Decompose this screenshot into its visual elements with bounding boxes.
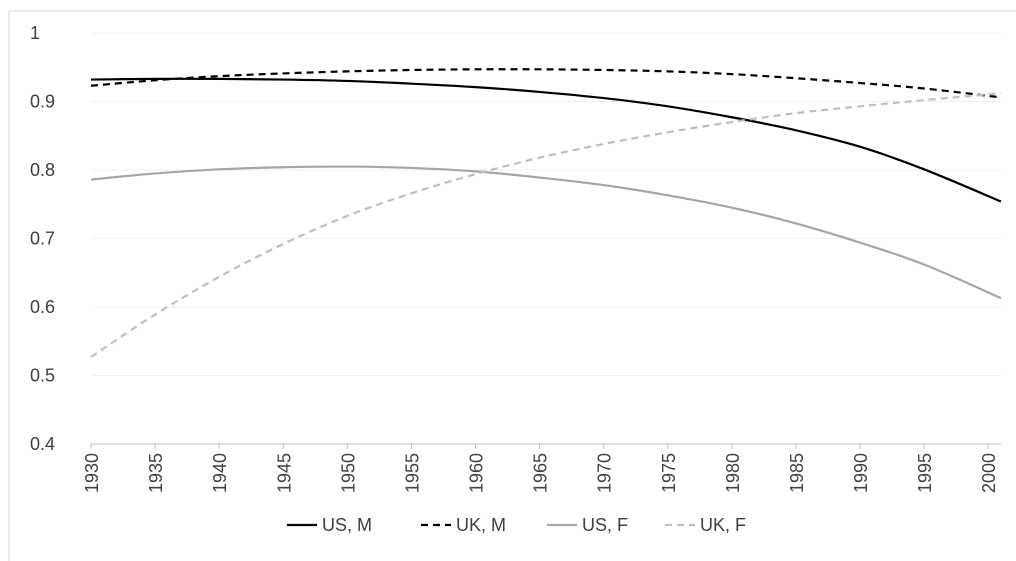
x-tick-label: 1955	[402, 453, 422, 493]
y-tick-label: 0.7	[30, 229, 55, 249]
x-tick-label: 1930	[82, 453, 102, 493]
legend: US, M UK, M US, F UK, F	[287, 515, 746, 535]
legend-label-2: US, F	[582, 515, 628, 535]
y-tick-label: 0.4	[30, 434, 55, 454]
x-tick-label: 1985	[787, 453, 807, 493]
x-tick-label: 1995	[915, 453, 935, 493]
x-tick-label: 1960	[467, 453, 487, 493]
x-tick-label: 1950	[338, 453, 358, 493]
x-tick-label: 1970	[595, 453, 615, 493]
series-line-0	[90, 77, 1002, 203]
legend-label-1: UK, M	[456, 515, 506, 535]
axes: 0.4 0.5 0.6 0.7 0.8 0.9 1 1930 1935 1940 1945 1950 1…	[30, 23, 1001, 493]
y-tick-label: 0.9	[30, 92, 55, 112]
x-tick-label: 1945	[274, 453, 294, 493]
legend-label-3: UK, F	[700, 515, 746, 535]
y-tick-label: 1	[30, 23, 40, 43]
legend-label-0: US, M	[322, 515, 372, 535]
series-lines	[90, 68, 1002, 358]
x-tick-label: 1965	[531, 453, 551, 493]
series-line-1	[90, 68, 1002, 99]
x-tick-label: 2000	[979, 453, 999, 493]
y-tick-label: 0.5	[30, 366, 55, 386]
y-tick-label: 0.6	[30, 297, 55, 317]
series-line-3	[90, 92, 1002, 358]
x-tick-label: 1935	[146, 453, 166, 493]
x-tick-label: 1980	[723, 453, 743, 493]
series-line-2	[90, 165, 1002, 300]
gridlines	[91, 32, 1001, 376]
x-tick-label: 1975	[659, 453, 679, 493]
x-tick-label: 1990	[851, 453, 871, 493]
x-tick-label: 1940	[210, 453, 230, 493]
y-tick-label: 0.8	[30, 160, 55, 180]
